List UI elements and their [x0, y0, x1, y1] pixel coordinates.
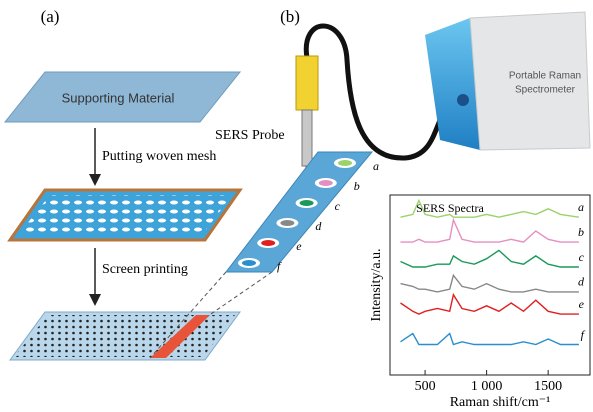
- series-label: c: [579, 250, 585, 264]
- device-label: Portable Raman: [509, 71, 581, 82]
- dashed-line: [208, 272, 272, 316]
- spot-core: [280, 220, 294, 226]
- spot-label: c: [335, 199, 341, 213]
- step-label: Screen printing: [102, 262, 188, 277]
- spot-core: [319, 180, 333, 186]
- probe-label: SERS Probe: [215, 128, 285, 143]
- step-label: Putting woven mesh: [102, 149, 216, 164]
- port: [457, 94, 469, 106]
- x-axis-label: Raman shift/cm⁻¹: [450, 395, 551, 410]
- x-tick-label: 500: [415, 379, 436, 394]
- series-label: e: [579, 297, 585, 311]
- panel-label: (b): [280, 7, 300, 26]
- x-tick-label: 1500: [534, 379, 562, 394]
- spot-core: [338, 160, 352, 166]
- y-axis-label: Intensity/a.u.: [369, 248, 384, 321]
- mesh-holes: [18, 195, 232, 235]
- series-label: b: [578, 225, 584, 239]
- device-label: Spectrometer: [515, 85, 576, 96]
- panel-label: (a): [41, 7, 60, 26]
- probe-connector: [296, 56, 318, 110]
- x-tick-label: 1 000: [471, 379, 503, 394]
- probe-rod: [302, 110, 312, 166]
- spot-core: [242, 260, 256, 266]
- spot-core: [300, 200, 314, 206]
- step-label: Supporting Material: [62, 90, 175, 105]
- spot-core: [261, 240, 275, 246]
- spot-label: a: [373, 159, 379, 173]
- spot-label: e: [296, 239, 302, 253]
- spot-label: d: [315, 219, 322, 233]
- series-label: d: [578, 275, 585, 289]
- figure: (a) (b) Supporting Material Putting wove…: [0, 0, 593, 412]
- sers-strip: [226, 152, 372, 272]
- spectra-title: SERS Spectra: [416, 201, 484, 215]
- series-label: a: [578, 200, 584, 214]
- spot-label: b: [354, 179, 360, 193]
